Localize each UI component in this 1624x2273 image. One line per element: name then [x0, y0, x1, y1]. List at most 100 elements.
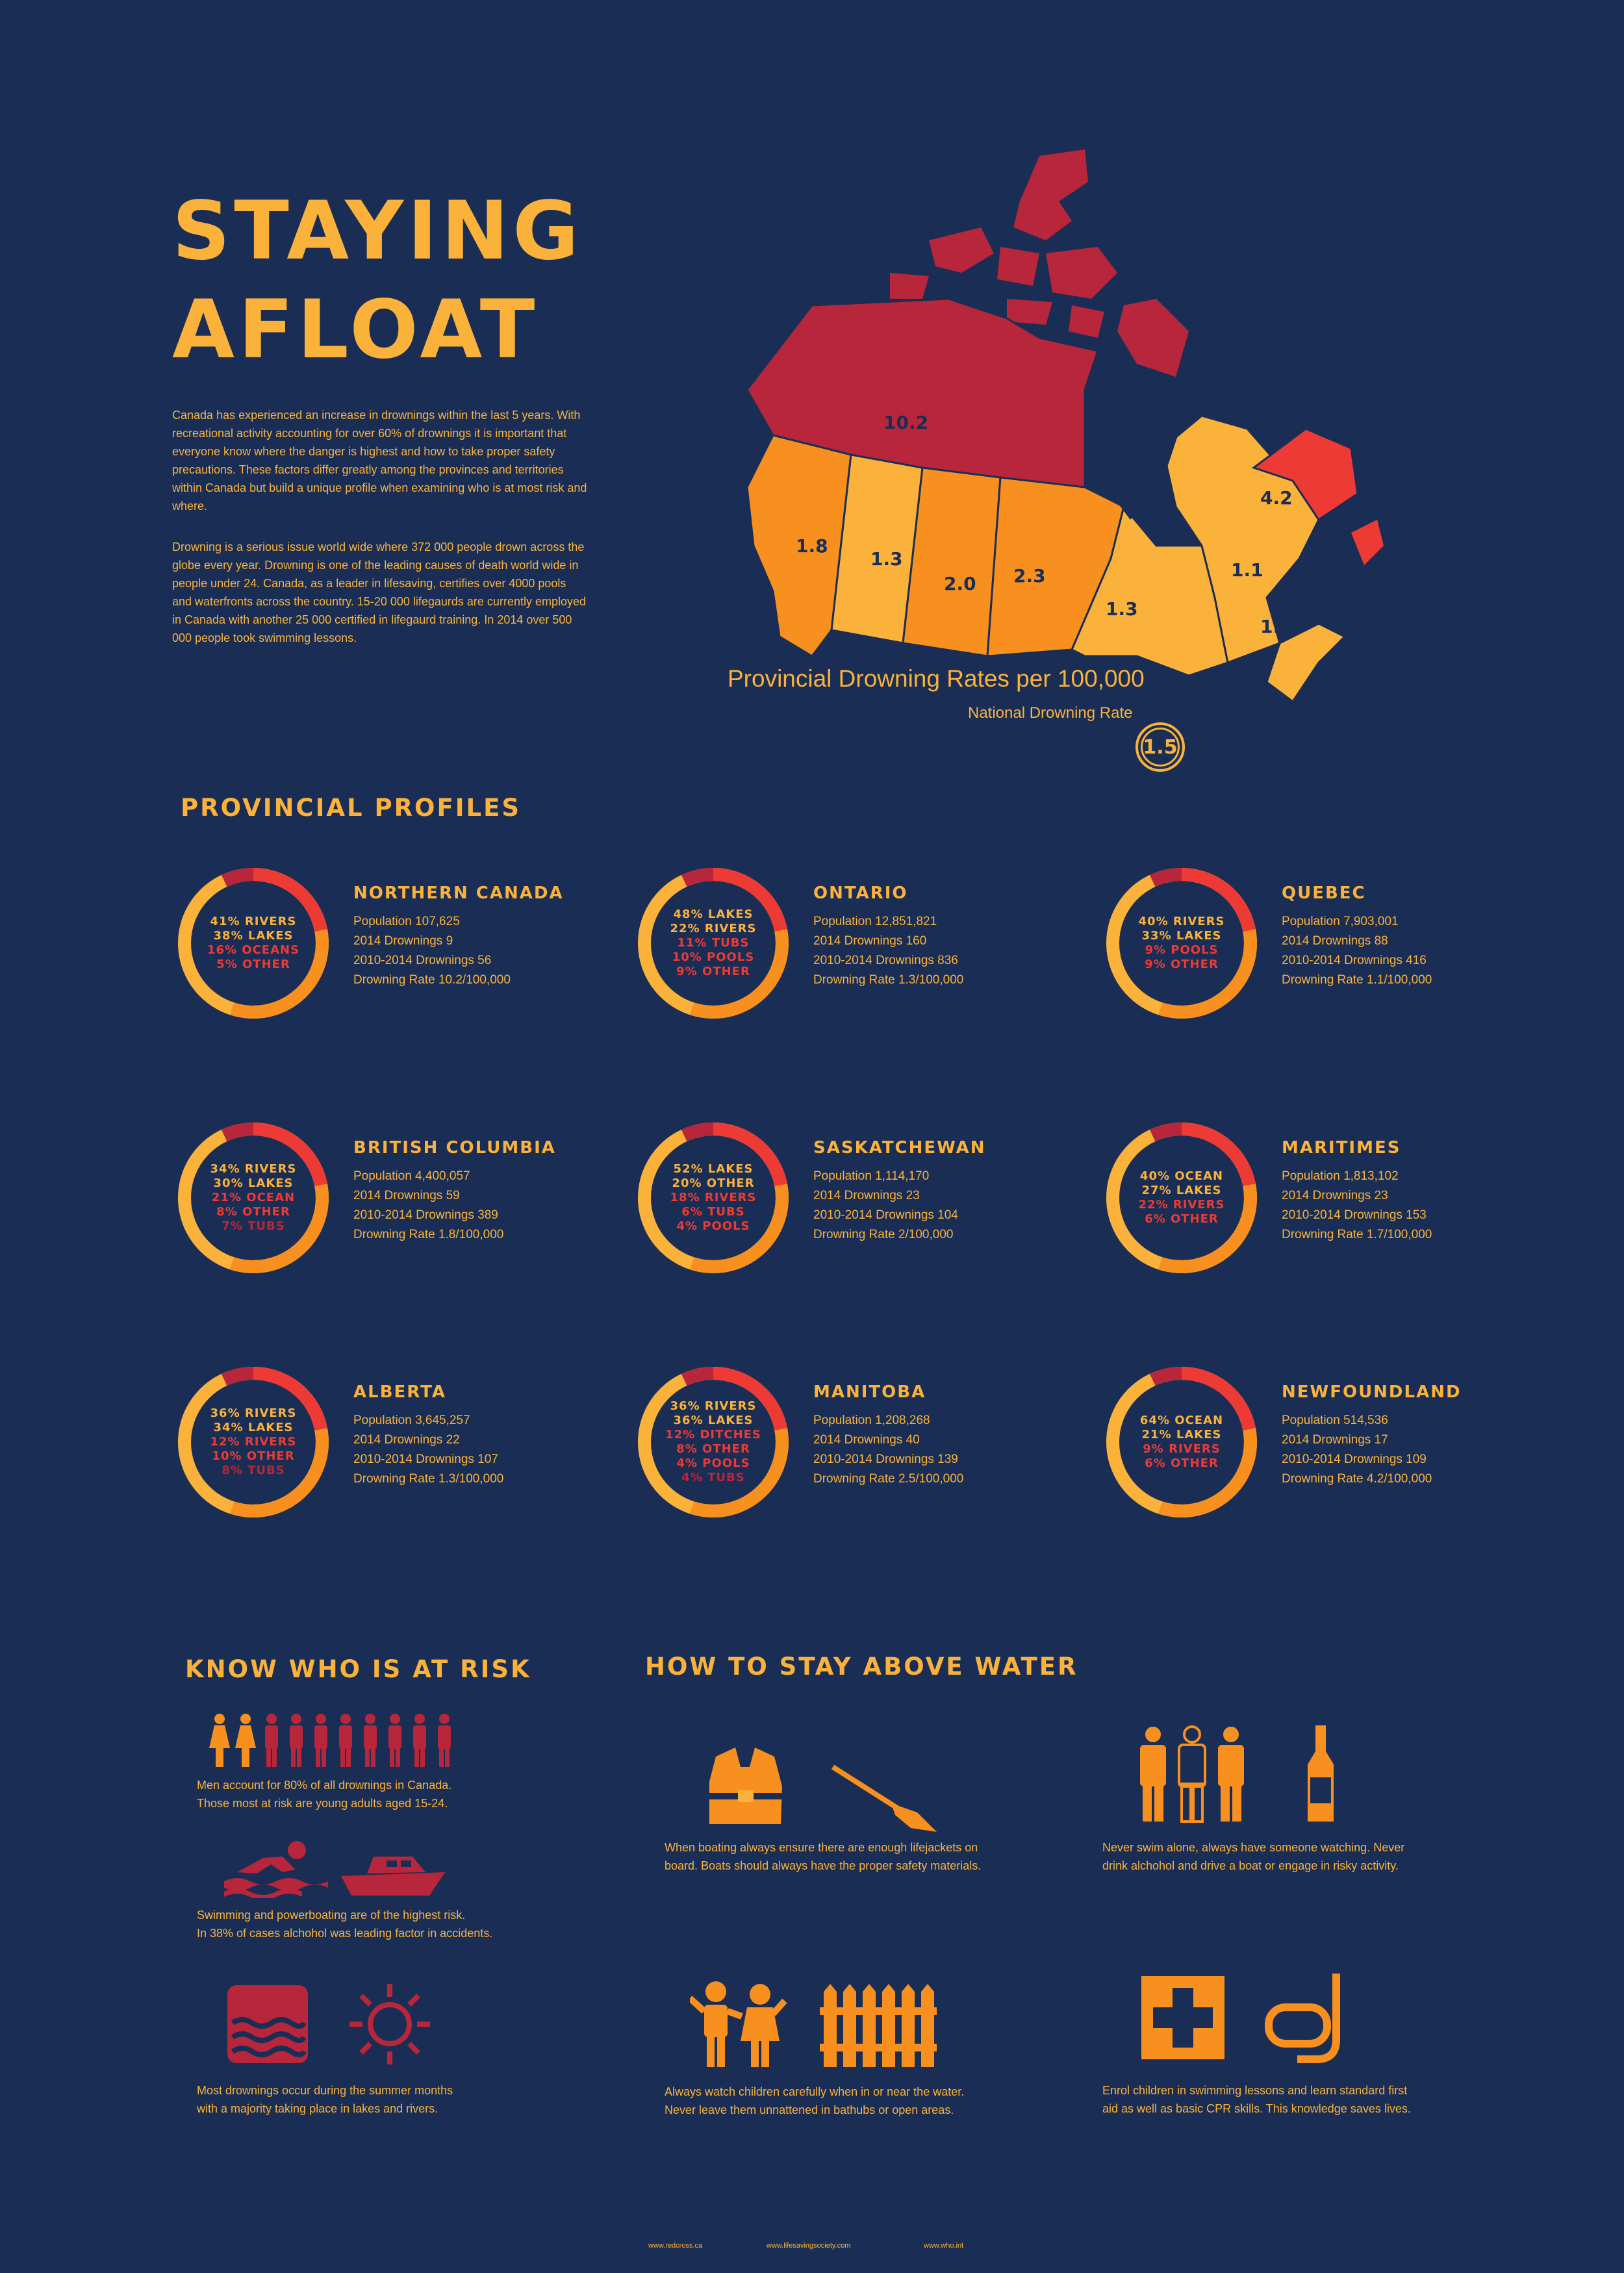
- breakdown-item: 5% OTHER: [216, 958, 290, 971]
- profile-drownings-2014: 2014 Drownings 160: [813, 934, 927, 948]
- profile-population: Population 1,208,268: [813, 1414, 930, 1427]
- man-icon: [265, 1714, 451, 1767]
- profile-card: 48% LAKES 22% RIVERS 11% TUBS 10% POOLS 9% O…: [634, 864, 1089, 1033]
- people-icons: [209, 1714, 451, 1767]
- donut-segment: [638, 868, 789, 1019]
- breakdown-item: 4% POOLS: [676, 1456, 750, 1470]
- lifejacket-icon: [709, 1747, 782, 1824]
- profile-population: Population 1,813,102: [1282, 1169, 1399, 1183]
- profile-drownings-period: 2010-2014 Drownings 153: [1282, 1208, 1427, 1222]
- profile-drownings-period: 2010-2014 Drownings 836: [813, 954, 958, 967]
- paddle-icon: [831, 1764, 937, 1832]
- map-region-newfoundland-island: [1351, 520, 1384, 565]
- map-rate-maritimes: 1.7: [1260, 616, 1293, 637]
- profile-card: 36% RIVERS 36% LAKES 12% DITCHES 8% OTHER 4%…: [634, 1363, 1089, 1532]
- donut-segment: [638, 868, 789, 1019]
- profile-donut: [178, 1367, 329, 1517]
- breakdown-item: 20% OTHER: [672, 1176, 755, 1190]
- sun-icon: [349, 1984, 430, 2064]
- profile-name: MARITIMES: [1282, 1138, 1401, 1158]
- profile-rate: Drowning Rate 1.7/100,000: [1282, 1228, 1432, 1241]
- breakdown-item: 38% LAKES: [213, 929, 294, 943]
- footer-link-redcross[interactable]: www.redcross.ca: [648, 2242, 703, 2250]
- national-rate-label: National Drowning Rate: [968, 704, 1133, 722]
- children-icons: [690, 1981, 937, 2067]
- map-rate-ontario: 1.3: [1106, 598, 1138, 620]
- profile-info: ALBERTA Population 3,645,257 2014 Drowning…: [353, 1382, 626, 1489]
- donut-segment: [1106, 1367, 1257, 1517]
- stay-heading: HOW TO STAY ABOVE WATER: [645, 1653, 1078, 1681]
- stay-caption-3: Always watch children carefully when in …: [665, 2085, 965, 2116]
- profile-drownings-2014: 2014 Drownings 17: [1282, 1433, 1388, 1447]
- stay-caption-4: Enrol children in swimming lessons and l…: [1102, 2084, 1411, 2115]
- map-region-quebec: [1161, 414, 1320, 665]
- breakdown-item: 9% OTHER: [676, 965, 750, 978]
- profile-drownings-2014: 2014 Drownings 9: [353, 934, 453, 948]
- bottle-icon: [1308, 1725, 1334, 1822]
- profile-drownings-2014: 2014 Drownings 23: [1282, 1189, 1388, 1202]
- donut-segment: [178, 1123, 329, 1273]
- map-title: Provincial Drowning Rates per 100,000: [728, 665, 1145, 692]
- profile-breakdown: 48% LAKES 22% RIVERS 11% TUBS 10% POOLS 9% O…: [650, 864, 777, 1022]
- profile-name: NEWFOUNDLAND: [1282, 1382, 1462, 1402]
- snorkel-icon: [1265, 1974, 1340, 2063]
- breakdown-item: 30% LAKES: [213, 1176, 294, 1190]
- breakdown-item: 10% OTHER: [212, 1449, 295, 1463]
- profile-name: ALBERTA: [353, 1382, 446, 1402]
- profile-info: BRITISH COLUMBIA Population 4,400,057 2014…: [353, 1138, 626, 1245]
- profile-breakdown: 40% RIVERS 33% LAKES 9% POOLS 9% OTHER: [1118, 864, 1245, 1022]
- profile-drownings-period: 2010-2014 Drownings 139: [813, 1453, 958, 1466]
- breakdown-item: 16% OCEANS: [207, 943, 300, 957]
- profile-population: Population 4,400,057: [353, 1169, 470, 1183]
- profile-drownings-period: 2010-2014 Drownings 107: [353, 1453, 498, 1466]
- donut-segment: [1106, 1367, 1257, 1517]
- profile-drownings-period: 2010-2014 Drownings 104: [813, 1208, 958, 1222]
- profile-card: 40% OCEAN 27% LAKES 22% RIVERS 6% OTHER MARI…: [1102, 1119, 1557, 1288]
- profile-breakdown: 64% OCEAN 21% LAKES 9% RIVERS 6% OTHER: [1118, 1363, 1245, 1521]
- donut-segment: [1106, 868, 1257, 1019]
- profile-rate: Drowning Rate 4.2/100,000: [1282, 1472, 1432, 1486]
- profile-breakdown: 36% RIVERS 36% LAKES 12% DITCHES 8% OTHER 4%…: [650, 1363, 777, 1521]
- profile-card: 52% LAKES 20% OTHER 18% RIVERS 6% TUBS 4% PO…: [634, 1119, 1089, 1288]
- donut-segment: [178, 868, 329, 1019]
- profile-info: ONTARIO Population 12,851,821 2014 Drownin…: [813, 883, 1086, 990]
- footer-link-who[interactable]: www.who.int: [924, 2242, 964, 2250]
- profile-population: Population 107,625: [353, 915, 460, 928]
- donut-segment: [178, 868, 329, 1019]
- breakdown-item: 18% RIVERS: [670, 1191, 757, 1204]
- footer-link-lifesaving[interactable]: www.lifesavingsociety.com: [767, 2242, 851, 2250]
- breakdown-item: 34% RIVERS: [210, 1162, 297, 1176]
- map-rate-alberta: 1.3: [870, 548, 903, 570]
- title-line-1: STAYING: [172, 184, 583, 278]
- profile-name: ONTARIO: [813, 883, 908, 903]
- risk-caption-3: Most drownings occur during the summer m…: [197, 2084, 453, 2115]
- breakdown-item: 40% OCEAN: [1139, 1169, 1224, 1183]
- profile-donut: [1106, 868, 1257, 1019]
- donut-segment: [638, 1367, 789, 1517]
- activity-icons: [224, 1841, 445, 1898]
- profile-card: 34% RIVERS 30% LAKES 21% OCEAN 8% OTHER 7% T…: [174, 1119, 629, 1288]
- breakdown-item: 41% RIVERS: [210, 915, 297, 928]
- profile-breakdown: 41% RIVERS 38% LAKES 16% OCEANS 5% OTHER: [190, 864, 317, 1022]
- profile-breakdown: 34% RIVERS 30% LAKES 21% OCEAN 8% OTHER 7% T…: [190, 1119, 317, 1277]
- breakdown-item: 6% TUBS: [681, 1205, 745, 1219]
- profile-population: Population 1,114,170: [813, 1169, 930, 1183]
- profile-card: 41% RIVERS 38% LAKES 16% OCEANS 5% OTHER NOR…: [174, 864, 629, 1033]
- risk-heading: KNOW WHO IS AT RISK: [185, 1655, 531, 1683]
- donut-segment: [1106, 1123, 1257, 1273]
- breakdown-item: 4% TUBS: [681, 1471, 745, 1484]
- breakdown-item: 9% RIVERS: [1143, 1442, 1221, 1456]
- profile-rate: Drowning Rate 2/100,000: [813, 1228, 954, 1241]
- training-icons: [1141, 1974, 1340, 2063]
- profile-donut: [178, 1123, 329, 1273]
- breakdown-item: 36% LAKES: [673, 1414, 754, 1427]
- profile-name: MANITOBA: [813, 1382, 926, 1402]
- breakdown-item: 9% OTHER: [1145, 958, 1219, 971]
- donut-segment: [1106, 1123, 1257, 1273]
- fence-icon: [820, 1984, 937, 2067]
- first-aid-icon: [1141, 1976, 1224, 2059]
- breakdown-item: 8% OTHER: [216, 1205, 290, 1219]
- woman-icon: [209, 1714, 256, 1767]
- title-line-2: AFLOAT: [172, 283, 539, 377]
- map-rate-bc: 1.8: [796, 535, 828, 557]
